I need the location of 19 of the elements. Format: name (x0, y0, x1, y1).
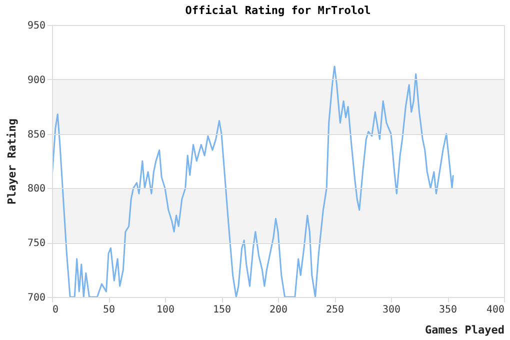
x-axis-title: Games Played (425, 324, 504, 336)
y-tick-label: 750 (27, 238, 46, 250)
y-tick-label: 950 (27, 20, 46, 32)
x-tick-label: 300 (382, 304, 401, 316)
y-tick-label: 850 (27, 129, 46, 140)
chart-title: Official Rating for MrTrolol (185, 4, 371, 17)
x-tick-label: 350 (438, 304, 458, 316)
x-tick-label: 250 (326, 304, 344, 316)
x-tick-label: 400 (486, 304, 504, 316)
line-series (52, 66, 454, 297)
y-tick-label: 900 (27, 74, 46, 86)
x-tick-label: 50 (102, 304, 116, 316)
y-tick-label: 800 (27, 184, 46, 195)
y-axis-title: Player Rating (5, 118, 18, 205)
y-tick-label: 700 (27, 292, 46, 304)
x-tick-label: 100 (156, 304, 175, 316)
x-tick-label: 200 (269, 304, 288, 316)
x-tick-label: 150 (212, 304, 232, 316)
x-tick-label: 0 (52, 304, 59, 316)
